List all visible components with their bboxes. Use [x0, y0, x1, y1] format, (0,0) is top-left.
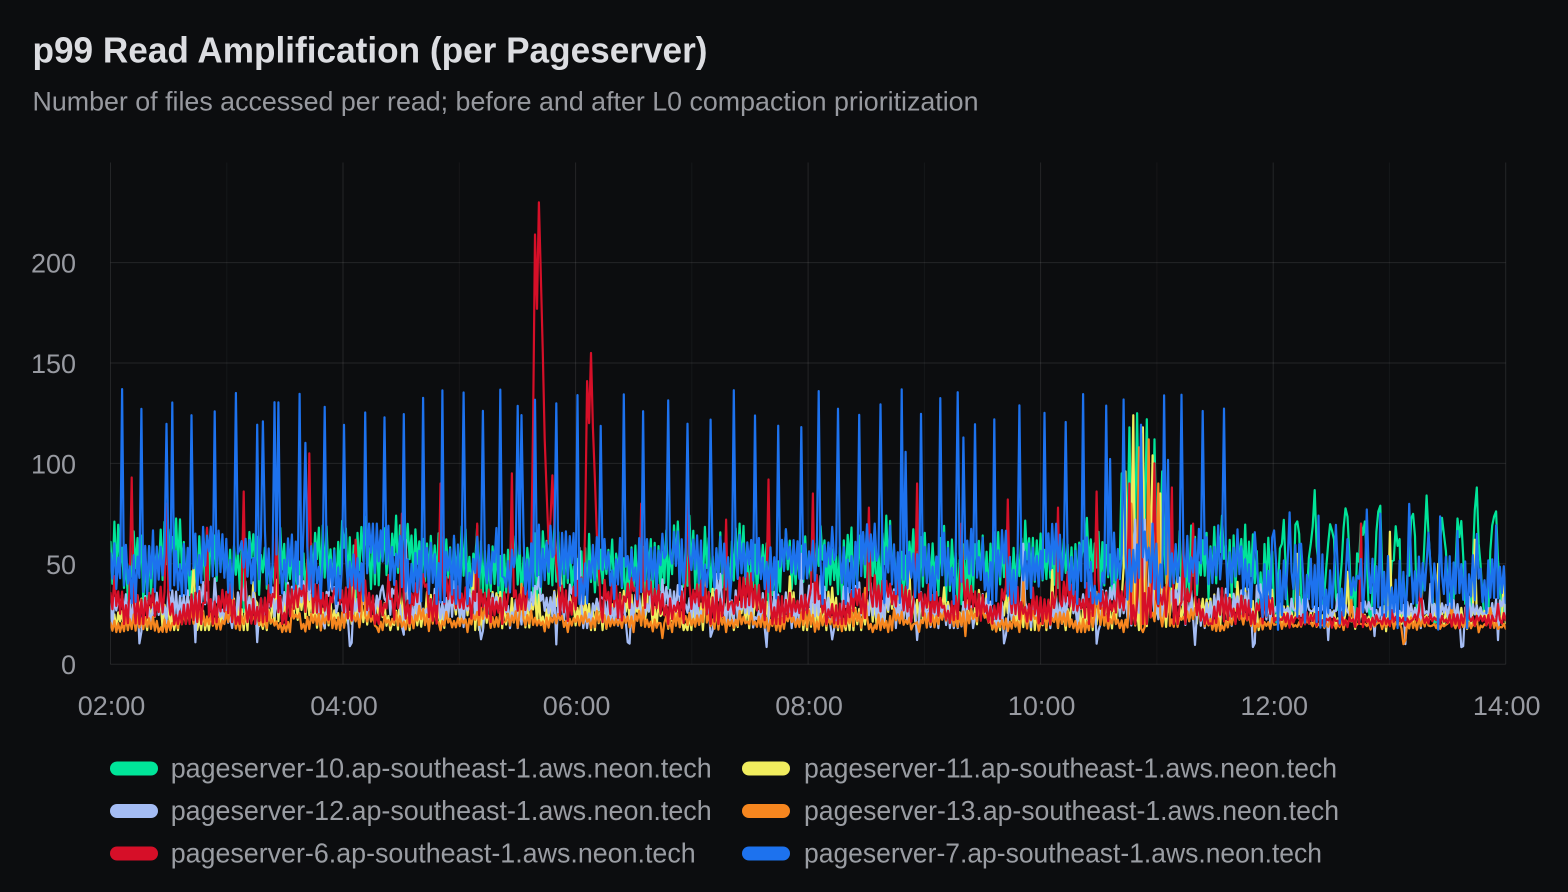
- svg-text:14:00: 14:00: [1473, 691, 1541, 721]
- svg-text:pageserver-10.ap-southeast-1.a: pageserver-10.ap-southeast-1.aws.neon.te…: [171, 752, 712, 783]
- svg-text:pageserver-11.ap-southeast-1.a: pageserver-11.ap-southeast-1.aws.neon.te…: [804, 752, 1337, 783]
- svg-text:pageserver-7.ap-southeast-1.aw: pageserver-7.ap-southeast-1.aws.neon.tec…: [804, 837, 1322, 868]
- svg-text:200: 200: [31, 249, 76, 279]
- svg-text:150: 150: [31, 349, 76, 379]
- svg-text:pageserver-13.ap-southeast-1.a: pageserver-13.ap-southeast-1.aws.neon.te…: [804, 795, 1339, 826]
- svg-text:pageserver-12.ap-southeast-1.a: pageserver-12.ap-southeast-1.aws.neon.te…: [171, 795, 712, 826]
- svg-text:02:00: 02:00: [78, 691, 146, 721]
- svg-text:0: 0: [61, 650, 76, 680]
- svg-text:50: 50: [46, 550, 76, 580]
- svg-text:10:00: 10:00: [1008, 691, 1076, 721]
- svg-text:pageserver-6.ap-southeast-1.aw: pageserver-6.ap-southeast-1.aws.neon.tec…: [171, 837, 696, 868]
- svg-text:100: 100: [31, 449, 76, 479]
- svg-text:06:00: 06:00: [543, 691, 611, 721]
- svg-text:Number of files accessed per r: Number of files accessed per read; befor…: [33, 87, 979, 117]
- svg-text:08:00: 08:00: [775, 691, 843, 721]
- svg-text:12:00: 12:00: [1240, 691, 1308, 721]
- svg-text:p99 Read Amplification (per Pa: p99 Read Amplification (per Pageserver): [33, 29, 708, 70]
- svg-text:04:00: 04:00: [310, 691, 378, 721]
